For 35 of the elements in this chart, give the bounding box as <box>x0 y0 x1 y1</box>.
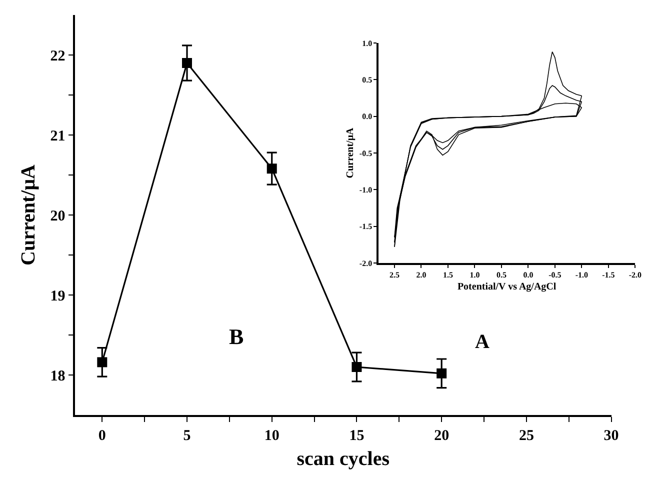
x-axis-title: scan cycles <box>296 448 390 470</box>
x-tick-label: 15 <box>349 428 364 444</box>
x-tick-label: 2.0 <box>416 270 426 280</box>
x-tick-label: 0.0 <box>523 270 534 280</box>
x-tick-label: 10 <box>264 428 280 444</box>
annotation: A <box>475 331 490 353</box>
x-tick-label: -1.0 <box>575 270 588 280</box>
y-tick-label: -1.0 <box>359 185 372 194</box>
y-tick-label: 18 <box>50 368 66 384</box>
x-axis-title: Potential/V vs Ag/AgCl <box>457 281 556 292</box>
y-axis-title: Current/μA <box>344 126 356 178</box>
y-tick-label: 20 <box>50 208 66 224</box>
y-tick-label: 0.0 <box>362 112 372 122</box>
y-tick-label: 19 <box>50 288 66 304</box>
x-tick-label: 25 <box>518 428 534 444</box>
x-tick-label: 0 <box>98 428 106 444</box>
x-tick-label: -2.0 <box>628 270 642 280</box>
y-tick-label: -2.0 <box>359 258 372 268</box>
y-axis-title: Current/μA <box>17 164 40 266</box>
x-tick-label: 2.5 <box>390 270 400 280</box>
x-tick-label: -1.5 <box>602 270 615 280</box>
x-tick-label: 5 <box>183 428 191 444</box>
annotation: B <box>229 324 244 349</box>
x-tick-label: -0.5 <box>548 270 562 280</box>
y-tick-label: 22 <box>50 48 66 64</box>
x-tick-label: 30 <box>604 428 619 444</box>
y-tick-label: -0.5 <box>359 148 372 158</box>
x-tick-label: 20 <box>434 428 450 444</box>
y-tick-label: -1.5 <box>359 222 372 232</box>
x-tick-label: 1.0 <box>470 270 480 280</box>
x-tick-label: 1.5 <box>442 270 453 280</box>
x-tick-label: 0.5 <box>496 270 506 280</box>
y-tick-label: 1.0 <box>362 38 372 48</box>
y-tick-label: 21 <box>50 128 66 144</box>
y-tick-label: 0.5 <box>362 75 372 84</box>
